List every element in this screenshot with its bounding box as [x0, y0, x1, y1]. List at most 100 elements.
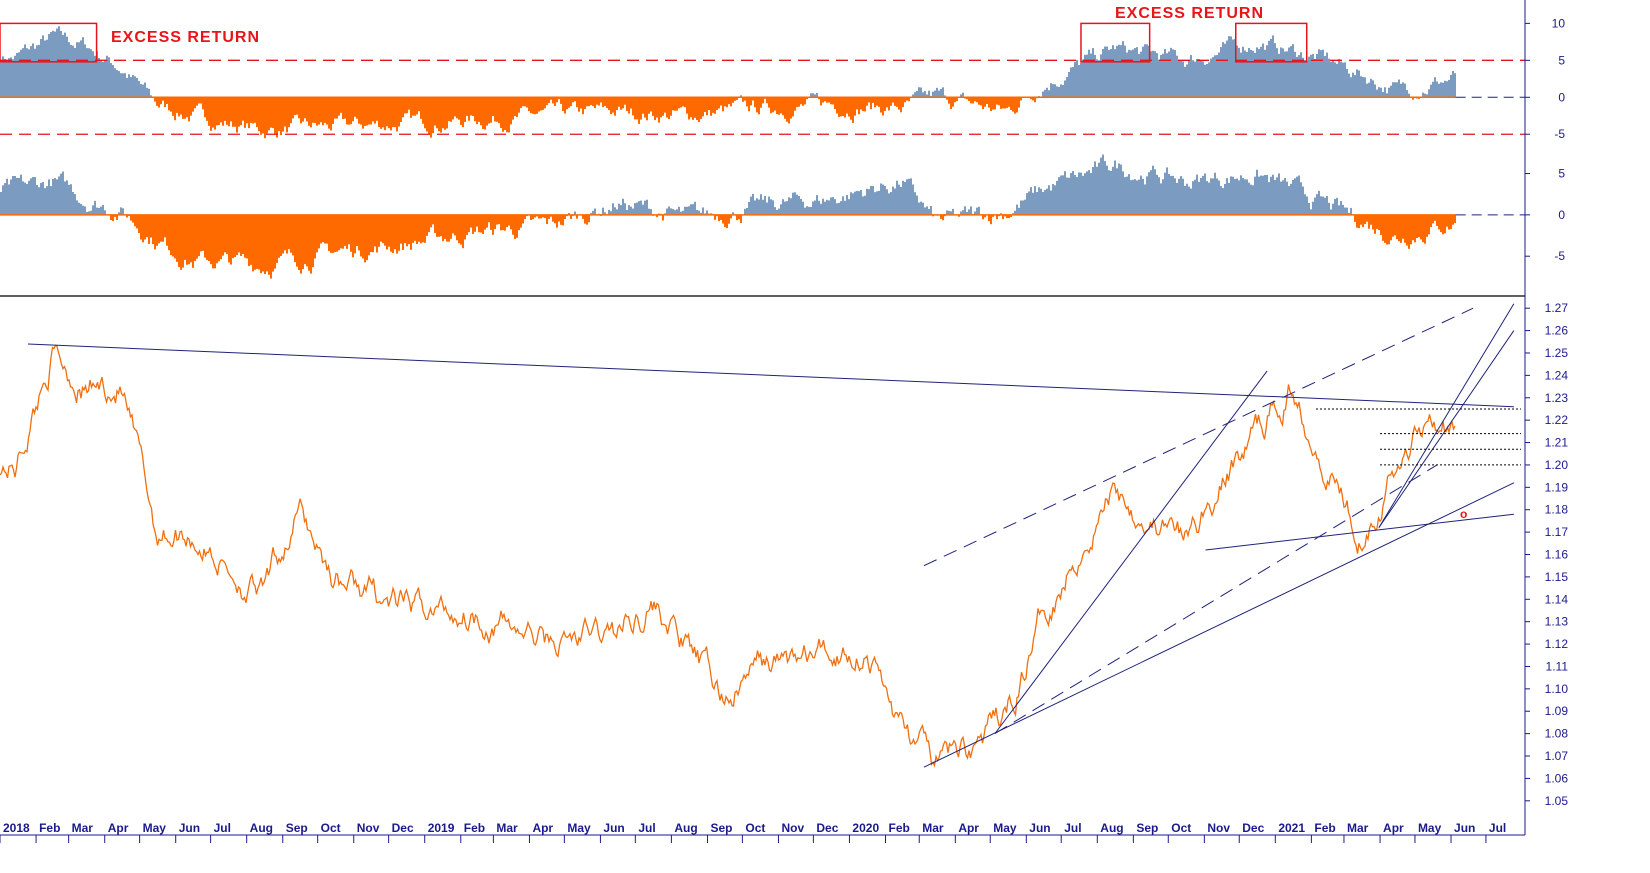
excess-return-bar [136, 77, 138, 98]
excess-return-bar [438, 97, 440, 132]
return-oscillator-bar [502, 214, 504, 231]
return-oscillator-bar [1406, 214, 1408, 246]
excess-return-bar [294, 97, 296, 116]
trendline-wedge-lower [1378, 303, 1515, 528]
excess-return-bar [1328, 58, 1330, 98]
excess-return-bar [552, 97, 554, 104]
return-oscillator-bar [372, 214, 374, 253]
excess-return-bar [1154, 51, 1156, 98]
return-oscillator-bar [1256, 169, 1258, 215]
excess-return-bar [1096, 59, 1098, 98]
return-oscillator-bar [920, 201, 922, 215]
excess-return-bar [200, 97, 202, 104]
excess-return-bar [1176, 55, 1178, 98]
return-oscillator-bar [254, 214, 256, 270]
excess-return-bar [666, 97, 668, 118]
return-oscillator-bar [604, 212, 606, 215]
excess-return-bar [338, 97, 340, 116]
excess-return-bar [702, 97, 704, 117]
excess-return-bar [1122, 41, 1124, 98]
return-oscillator-bar [280, 214, 282, 257]
excess-return-bar [1030, 97, 1032, 100]
excess-return-bar [706, 97, 708, 116]
excess-return-bar [256, 97, 258, 128]
return-oscillator-bar [142, 214, 144, 243]
return-oscillator-bar [1286, 181, 1288, 215]
return-oscillator-bar [1284, 177, 1286, 215]
excess-return-bar [1162, 53, 1164, 98]
excess-return-bar [1254, 52, 1256, 98]
x-tick-label: Nov [1207, 821, 1230, 835]
x-tick-label: Oct [1171, 821, 1191, 835]
return-oscillator-bar [592, 210, 594, 215]
return-oscillator-bar [1282, 180, 1284, 215]
return-oscillator-bar [474, 214, 476, 232]
return-oscillator-bar [1300, 182, 1302, 215]
excess-return-bar [710, 97, 712, 116]
return-oscillator-bar [1006, 214, 1008, 219]
return-oscillator-bar [842, 196, 844, 215]
excess-return-bar [1156, 53, 1158, 98]
return-oscillator-bar [366, 214, 368, 261]
excess-return-bar [184, 97, 186, 119]
excess-return-bar [944, 95, 946, 98]
x-tick-label: Jul [1489, 821, 1506, 835]
excess-return-bar [426, 97, 428, 132]
return-oscillator-bar [382, 214, 384, 244]
return-oscillator-bar [338, 214, 340, 251]
excess-return-bar [1316, 54, 1318, 98]
return-oscillator-bar [1080, 172, 1082, 215]
excess-return-bar [126, 77, 128, 98]
excess-return-bar [186, 97, 188, 118]
return-oscillator-bar [126, 214, 128, 218]
return-oscillator-bar [556, 214, 558, 228]
excess-return-bar [882, 97, 884, 116]
excess-return-bar [308, 97, 310, 126]
excess-return-bar [890, 97, 892, 106]
return-oscillator-bar [420, 214, 422, 244]
return-oscillator-bar [1188, 186, 1190, 215]
excess-return-bar [248, 97, 250, 129]
excess-return-bar [608, 97, 610, 111]
excess-return-bar [736, 97, 738, 100]
return-oscillator-bar [554, 214, 556, 224]
excess-return-bar [134, 76, 136, 98]
excess-return-bar [818, 97, 820, 100]
excess-return-bar [786, 97, 788, 122]
return-oscillator-bar [846, 194, 848, 215]
excess-return-bar [926, 94, 928, 98]
y-tick-label: 1.24 [1545, 368, 1569, 382]
excess-return-bar [98, 57, 100, 98]
excess-return-bar [1090, 53, 1092, 98]
excess-return-bar [138, 80, 140, 98]
excess-return-bar [460, 97, 462, 125]
return-oscillator-bar [504, 214, 506, 231]
excess-return-bar [370, 97, 372, 125]
excess-return-bar [1146, 44, 1148, 98]
return-oscillator-bar [882, 184, 884, 215]
excess-return-bar [722, 97, 724, 112]
excess-return-bar [572, 97, 574, 103]
return-oscillator-bar [16, 177, 18, 215]
excess-return-bar [536, 97, 538, 114]
excess-return-bar [966, 97, 968, 100]
return-oscillator-bar [296, 214, 298, 267]
return-oscillator-bar [1122, 171, 1124, 215]
excess-return-bar [546, 97, 548, 106]
excess-return-bar [50, 32, 52, 98]
excess-return-bar [1306, 60, 1308, 98]
excess-return-bar [334, 97, 336, 119]
excess-return-bar [514, 97, 516, 117]
excess-return-bar [1450, 74, 1452, 98]
x-tick-label: Sep [710, 821, 732, 835]
excess-return-bar [356, 97, 358, 119]
return-oscillator-bar [116, 214, 118, 220]
excess-return-bar [1382, 92, 1384, 98]
excess-return-bar [858, 97, 860, 115]
excess-return-bar [462, 97, 464, 128]
return-oscillator-bar [1336, 197, 1338, 215]
excess-return-bar [238, 97, 240, 127]
excess-return-bar [724, 97, 726, 107]
return-oscillator-bar [772, 200, 774, 215]
excess-return-bar [822, 97, 824, 103]
